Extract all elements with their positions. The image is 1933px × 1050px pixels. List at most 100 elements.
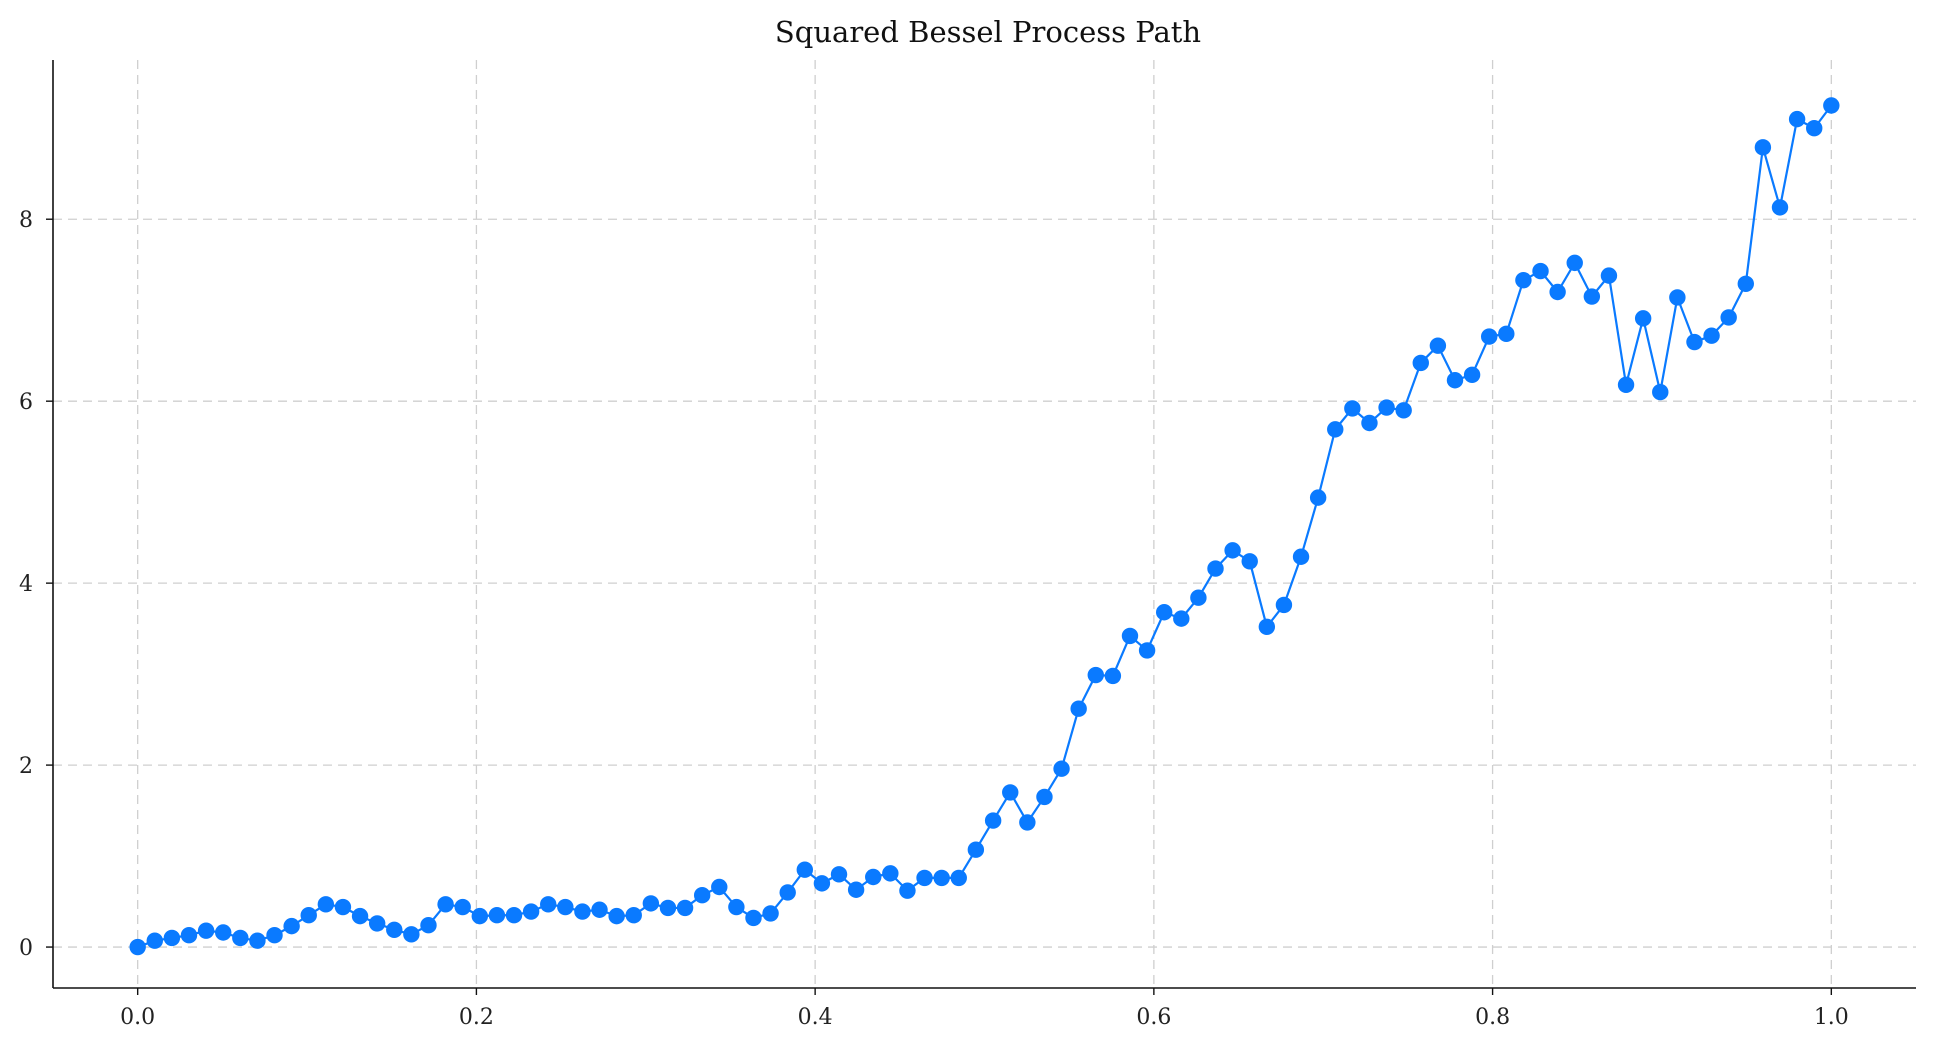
data-point	[796, 861, 814, 878]
data-point	[693, 887, 711, 904]
data-point	[1515, 271, 1532, 289]
data-point	[522, 903, 540, 920]
data-point	[488, 907, 506, 924]
data-point	[180, 927, 198, 944]
data-point	[437, 896, 454, 913]
x-tick-label: 0.8	[1475, 1005, 1510, 1030]
data-point	[1446, 372, 1464, 389]
data-point	[1292, 548, 1310, 565]
ticks: 0.0 0.2 0.4 0.6 0.8 1.0 0 2 4 6 8	[19, 208, 1849, 1030]
data-point	[882, 865, 899, 882]
data-point	[899, 882, 916, 899]
x-tick-label: 1.0	[1814, 1005, 1849, 1030]
data-point	[540, 896, 557, 913]
data-point	[197, 922, 215, 939]
x-tick-label: 0.0	[120, 1005, 155, 1030]
data-point	[1617, 376, 1635, 393]
data-point	[1121, 627, 1139, 645]
data-point	[847, 881, 865, 898]
data-point	[1070, 700, 1087, 717]
data-point	[1053, 760, 1070, 777]
data-point	[1669, 289, 1686, 306]
data-point	[300, 907, 317, 924]
data-point	[625, 907, 642, 924]
data-point	[1258, 618, 1276, 636]
data-point	[215, 924, 232, 941]
x-tick-label: 0.2	[459, 1005, 494, 1030]
y-tick-label: 8	[19, 208, 33, 233]
data-point	[454, 898, 471, 916]
data-point	[1361, 414, 1378, 432]
data-point	[1241, 553, 1258, 570]
data-point	[351, 907, 369, 925]
grid	[53, 60, 1916, 988]
y-tick-label: 0	[19, 936, 33, 961]
plot-area	[129, 97, 1840, 956]
data-point	[471, 907, 488, 925]
data-point	[933, 869, 950, 887]
data-point	[1087, 666, 1104, 684]
data-point	[967, 841, 985, 858]
data-point	[1207, 560, 1224, 577]
data-point	[334, 898, 352, 916]
data-point	[591, 901, 608, 918]
data-point	[1806, 120, 1823, 137]
data-point	[813, 875, 831, 892]
y-tick-label: 2	[19, 754, 33, 779]
data-point	[676, 899, 694, 917]
data-point	[1190, 589, 1207, 606]
data-point	[1327, 421, 1344, 438]
data-point	[1395, 402, 1412, 419]
y-tick-label: 6	[19, 390, 33, 415]
y-tick-label: 4	[19, 572, 33, 597]
series-line	[137, 104, 1833, 949]
data-point	[1463, 366, 1481, 383]
data-point	[1634, 310, 1652, 327]
data-point	[1002, 784, 1019, 801]
data-point	[1703, 327, 1720, 344]
data-point	[574, 903, 591, 920]
data-point	[1788, 110, 1806, 128]
data-point	[1378, 399, 1395, 416]
data-point	[283, 917, 300, 935]
data-point	[266, 927, 283, 944]
data-point	[249, 932, 266, 949]
data-point	[1549, 283, 1566, 301]
data-point	[1823, 97, 1840, 114]
data-point	[1600, 267, 1618, 284]
data-point	[317, 896, 335, 913]
data-point	[1566, 254, 1583, 272]
data-point	[1481, 328, 1498, 345]
data-point	[1138, 642, 1156, 659]
data-point	[1652, 383, 1669, 401]
data-point	[1155, 604, 1173, 621]
data-point	[984, 812, 1002, 829]
data-point	[950, 869, 967, 887]
data-point	[505, 907, 523, 924]
data-point	[368, 915, 386, 932]
data-point	[745, 909, 762, 927]
data-point	[1686, 333, 1703, 351]
data-point	[129, 938, 146, 956]
data-point	[386, 921, 403, 938]
data-point	[403, 926, 420, 943]
data-point	[557, 898, 574, 916]
data-point	[232, 929, 249, 947]
data-point	[865, 868, 882, 886]
data-point	[1720, 309, 1737, 326]
data-point	[608, 907, 625, 925]
data-point	[1583, 288, 1601, 305]
data-point	[163, 929, 181, 947]
data-point	[146, 932, 163, 949]
data-point	[1412, 354, 1429, 372]
data-point	[1429, 337, 1447, 354]
data-point	[659, 899, 677, 917]
data-point	[1173, 610, 1190, 627]
x-tick-label: 0.6	[1136, 1005, 1171, 1030]
data-point	[1737, 275, 1754, 293]
data-point	[420, 917, 437, 934]
data-point	[1104, 667, 1122, 685]
chart-title: Squared Bessel Process Path	[775, 15, 1201, 49]
data-point	[916, 869, 933, 887]
